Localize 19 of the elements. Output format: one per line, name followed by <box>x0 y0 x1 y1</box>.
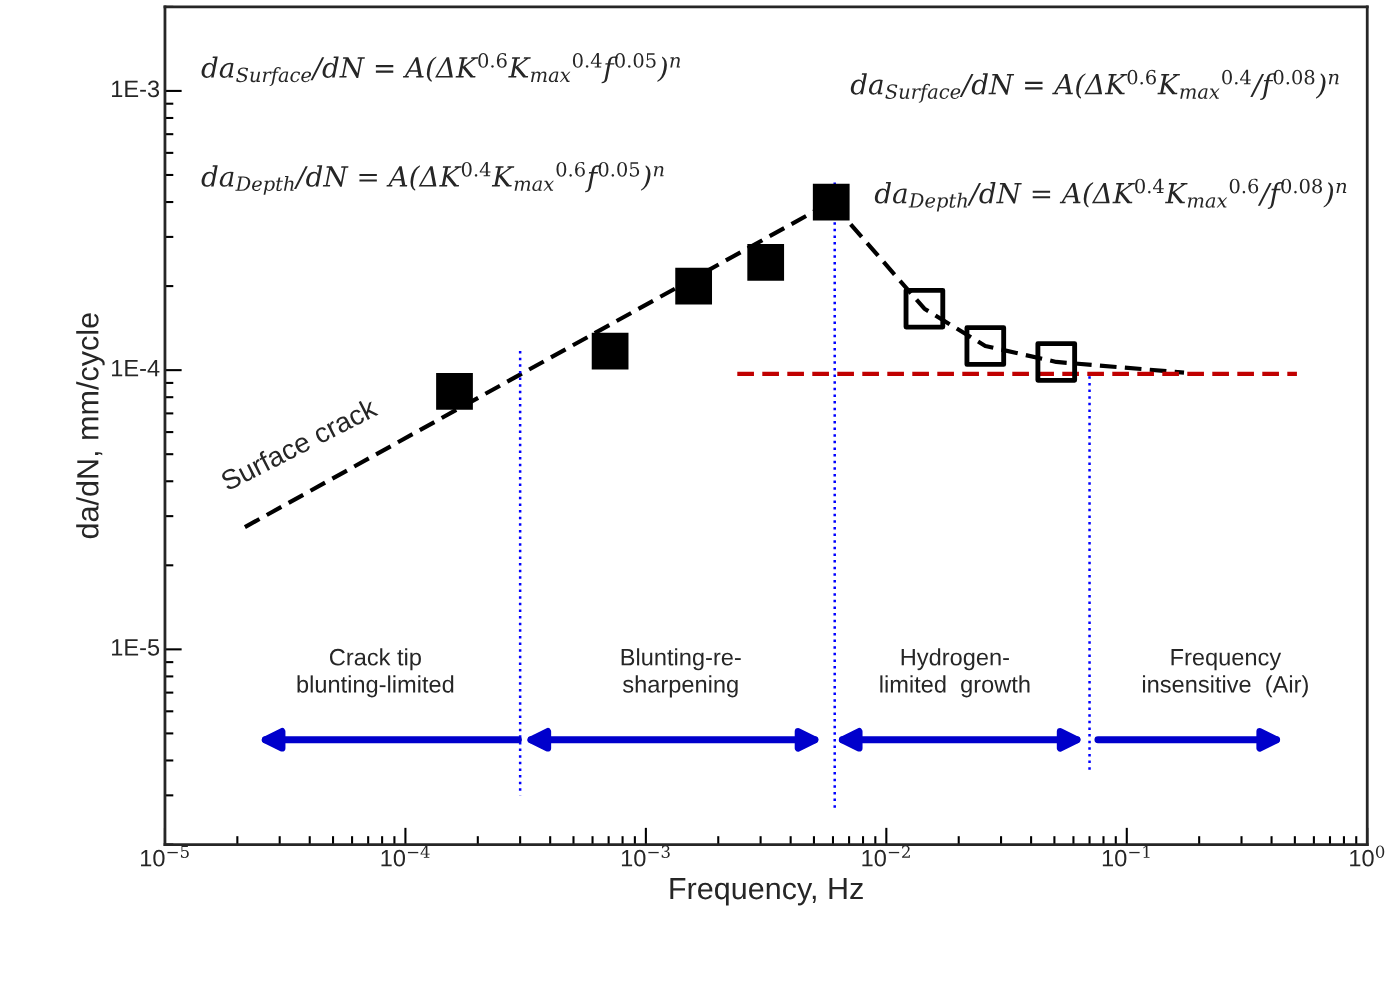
x-tick-label: 10$^{−3}$ <box>621 845 670 867</box>
annotation: Blunting-re- sharpening <box>621 648 741 698</box>
annotation: Hydrogen- limited growth <box>880 648 1030 698</box>
x-tick-label: 10$^{−1}$ <box>1102 845 1150 867</box>
x-tick-label: 10$^{−5}$ <box>141 845 189 867</box>
y-tick-label: 1E-5 <box>112 639 160 656</box>
y-tick-label: 1E-3 <box>112 80 160 98</box>
x-tick-label: 10$^{−4}$ <box>381 845 430 867</box>
y-tick-label: 1E-4 <box>112 360 160 377</box>
text: da$_{Surface}$/dN = A(ΔK$^{0.6}$K$_{max}$$^{0.4}$f$^{0.05}$)$^{n}$ <box>201 53 681 86</box>
text: da$_{Depth}$/dN = A(ΔK$^{0.4}$K$_{max}$$^{0.6}$f$^{0.05}$)$^{n}$ <box>201 161 664 195</box>
annotation: Crack tip blunting-limited <box>297 648 454 698</box>
x-axis-title: Frequency, Hz <box>670 878 863 906</box>
text: da$_{Depth}$/dN = A(ΔK$^{0.4}$K$_{max}$$^{0.6}$/f$^{0.08}$)$^{n}$ <box>874 178 1347 212</box>
annotation: Frequency insensitive (Air) <box>1142 649 1308 698</box>
y-axis-title: da/dN, mm/cycle <box>76 313 105 539</box>
x-tick-label: 10$^{−2}$ <box>862 845 910 867</box>
text: da$_{Surface}$/dN = A(ΔK$^{0.6}$K$_{max}$$^{0.4}$/f$^{0.08}$)$^{n}$ <box>850 69 1339 103</box>
x-tick-label: 10$^{0}$ <box>1350 845 1385 867</box>
